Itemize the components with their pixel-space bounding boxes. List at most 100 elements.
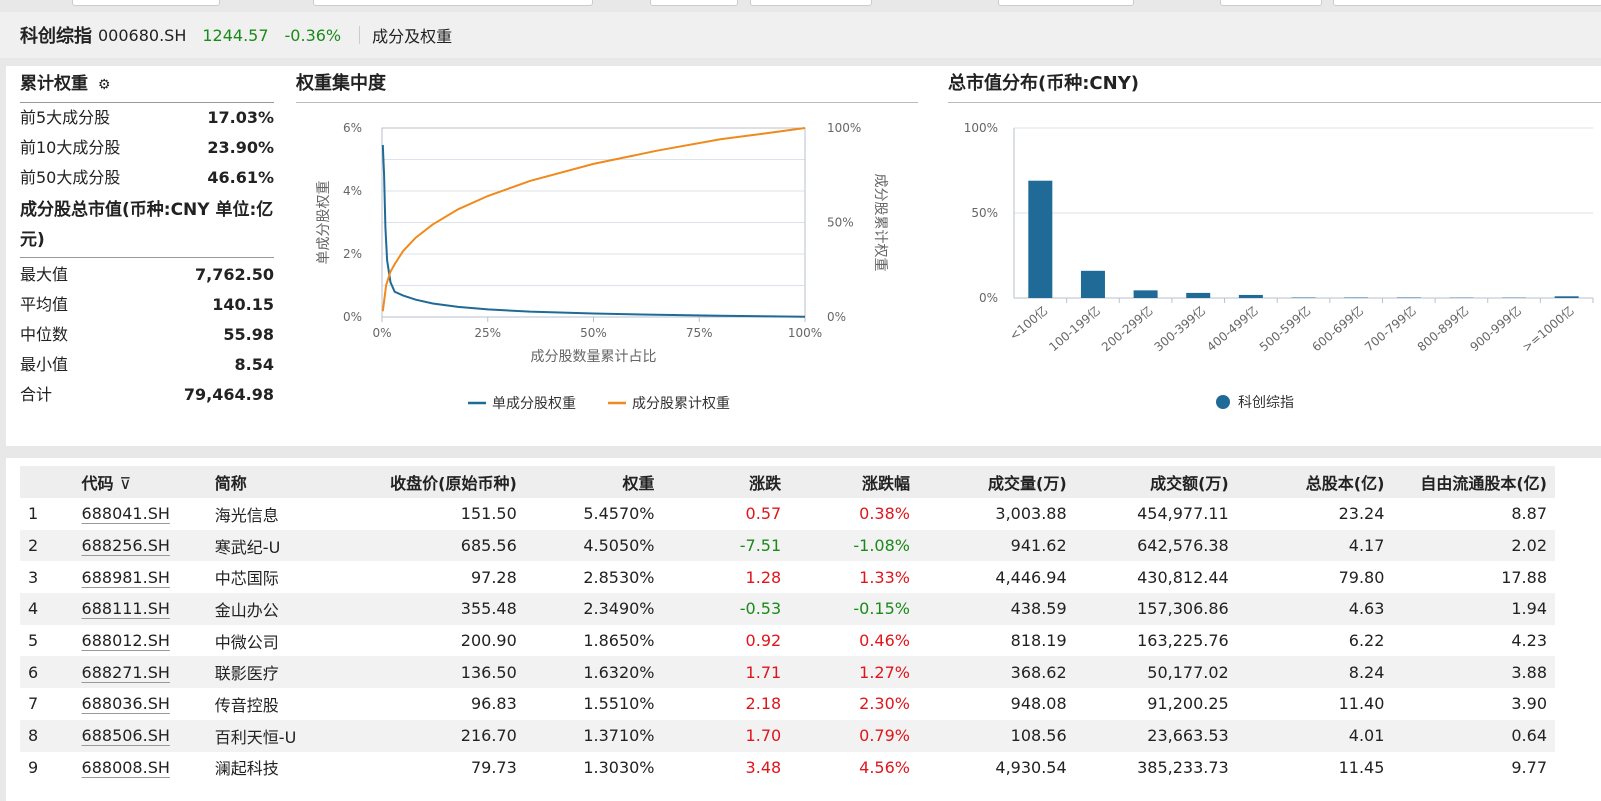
stock-code-link[interactable]: 688036.SH: [73, 688, 207, 720]
market-value-row: 最小值 8.54: [20, 355, 274, 374]
toolbar-field[interactable]: [1220, 0, 1322, 6]
cumulative-row: 前5大成分股 17.03%: [20, 108, 274, 127]
table-row[interactable]: 6 688271.SH 联影医疗 136.50 1.6320% 1.71 1.27% 368.…: [20, 656, 1555, 689]
y-right-tick-label: 50%: [827, 216, 854, 230]
legend-label: 科创综指: [1238, 395, 1294, 411]
total-shares: 6.22: [1236, 624, 1393, 657]
x-tick-label: <100亿: [1006, 303, 1050, 343]
table-row[interactable]: 1 688041.SH 海光信息 151.50 5.4570% 0.57 0.38% 3,00…: [20, 498, 1555, 530]
bar: [1344, 297, 1369, 298]
section-title: 成分及权重: [372, 27, 453, 46]
x-tick-label: 900-999亿: [1467, 303, 1524, 354]
table-row[interactable]: 7 688036.SH 传音控股 96.83 1.5510% 2.18 2.30% 948.0…: [20, 688, 1555, 720]
change: -0.53: [662, 593, 790, 625]
column-header[interactable]: 权重: [524, 466, 663, 498]
close-price: 200.90: [320, 624, 525, 657]
float-shares: 3.88: [1392, 656, 1555, 689]
row-index: 6: [20, 656, 74, 689]
table-row[interactable]: 9 688008.SH 澜起科技 79.73 1.3030% 3.48 4.56% 4,930…: [20, 751, 1555, 784]
row-index: 9: [20, 751, 74, 784]
x-tick-label: 100-199亿: [1046, 303, 1103, 354]
column-header-label: 收盘价(原始币种): [390, 474, 517, 493]
toolbar-field[interactable]: [72, 0, 220, 6]
y-tick-label: 50%: [971, 206, 998, 220]
filter-icon[interactable]: ⊽: [119, 474, 132, 493]
weight: 1.5510%: [524, 688, 663, 720]
index-change-pct: -0.36%: [284, 25, 342, 45]
float-shares: 2.02: [1392, 529, 1555, 562]
x-tick-label: 800-899亿: [1414, 303, 1471, 354]
weight: 1.3030%: [524, 751, 663, 784]
series-line: [381, 144, 806, 318]
column-header[interactable]: 自由流通股本(亿): [1392, 466, 1555, 498]
close-price: 151.50: [320, 498, 525, 530]
index-header: 科创综指 000680.SH 1244.57 -0.36% 成分及权重: [0, 12, 1601, 58]
column-header[interactable]: 简称: [206, 466, 321, 498]
toolbar-field[interactable]: [1333, 0, 1601, 6]
change-pct: 2.30%: [789, 688, 918, 720]
column-header[interactable]: 代码 ⊽: [73, 466, 207, 498]
y-left-tick-label: 0%: [343, 310, 362, 324]
stock-code-link[interactable]: 688041.SH: [73, 498, 207, 530]
column-header-label: 成交额(万): [1150, 474, 1229, 493]
column-header[interactable]: 涨跌幅: [789, 466, 918, 498]
stock-code-link[interactable]: 688256.SH: [73, 529, 207, 562]
y-left-tick-label: 2%: [343, 247, 362, 261]
column-header-label: 成交量(万): [988, 474, 1067, 493]
y-tick-label: 0%: [979, 291, 998, 305]
stock-code-link[interactable]: 688506.SH: [73, 719, 207, 752]
constituents-table: 代码 ⊽ 简称 收盘价(原始币种) 权重 涨跌 涨跌幅 成交量(万) 成交额(万) 总股本(亿) 自…: [20, 466, 1555, 784]
column-header[interactable]: 总股本(亿): [1236, 466, 1393, 498]
change: 1.28: [662, 561, 790, 594]
stock-code-link[interactable]: 688271.SH: [73, 656, 207, 689]
total-shares: 8.24: [1236, 656, 1393, 689]
toolbar-field[interactable]: [998, 0, 1134, 6]
column-header-label: 总股本(亿): [1305, 474, 1385, 493]
concentration-chart-title: 权重集中度: [296, 66, 918, 103]
x-axis-title: 成分股数量累计占比: [531, 349, 657, 365]
column-header[interactable]: [20, 466, 74, 498]
row-index: 1: [20, 498, 74, 530]
column-header[interactable]: 成交量(万): [917, 466, 1075, 498]
float-shares: 3.90: [1392, 688, 1555, 720]
change-pct: 1.27%: [789, 656, 918, 689]
toolbar-field[interactable]: [650, 0, 738, 6]
close-price: 96.83: [320, 688, 525, 720]
column-header[interactable]: 成交额(万): [1074, 466, 1237, 498]
cumulative-row: 前50大成分股 46.61%: [20, 168, 274, 187]
stock-name: 海光信息: [206, 498, 321, 530]
change-pct: 1.33%: [789, 561, 918, 594]
stock-name: 中芯国际: [206, 561, 321, 594]
legend-label: 成分股累计权重: [632, 396, 730, 412]
x-tick-label: 300-399亿: [1151, 303, 1208, 354]
table-row[interactable]: 8 688506.SH 百利天恒-U 216.70 1.3710% 1.70 0.79% 10…: [20, 719, 1555, 752]
column-header[interactable]: 收盘价(原始币种): [320, 466, 525, 498]
weight: 1.8650%: [524, 624, 663, 657]
float-shares: 1.94: [1392, 593, 1555, 625]
series-line: [381, 127, 806, 312]
float-shares: 9.77: [1392, 751, 1555, 784]
bar: [1028, 180, 1053, 298]
toolbar-field[interactable]: [750, 0, 872, 6]
turnover: 163,225.76: [1074, 624, 1237, 657]
table-row[interactable]: 3 688981.SH 中芯国际 97.28 2.8530% 1.28 1.33% 4,446…: [20, 561, 1555, 594]
volume: 4,446.94: [917, 561, 1075, 594]
market-value-row: 平均值 140.15: [20, 295, 274, 314]
change: 3.48: [662, 751, 790, 784]
stock-code-link[interactable]: 688111.SH: [73, 593, 207, 625]
close-price: 136.50: [320, 656, 525, 689]
table-row[interactable]: 2 688256.SH 寒武纪-U 685.56 4.5050% -7.51 -1.08% 9…: [20, 529, 1555, 562]
y-left-tick-label: 6%: [343, 121, 362, 135]
stock-code-link[interactable]: 688981.SH: [73, 561, 207, 594]
x-tick-label: 50%: [580, 326, 607, 340]
volume: 108.56: [917, 719, 1075, 752]
settings-icon[interactable]: ⚙: [97, 77, 111, 93]
stock-code-link[interactable]: 688008.SH: [73, 751, 207, 784]
stock-code-link[interactable]: 688012.SH: [73, 624, 207, 657]
table-row[interactable]: 5 688012.SH 中微公司 200.90 1.8650% 0.92 0.46% 818.…: [20, 624, 1555, 657]
column-header[interactable]: 涨跌: [662, 466, 790, 498]
table-row[interactable]: 4 688111.SH 金山办公 355.48 2.3490% -0.53 -0.15% 43…: [20, 593, 1555, 625]
total-shares: 79.80: [1236, 561, 1393, 594]
toolbar-field[interactable]: [313, 0, 593, 6]
float-shares: 0.64: [1392, 719, 1555, 752]
